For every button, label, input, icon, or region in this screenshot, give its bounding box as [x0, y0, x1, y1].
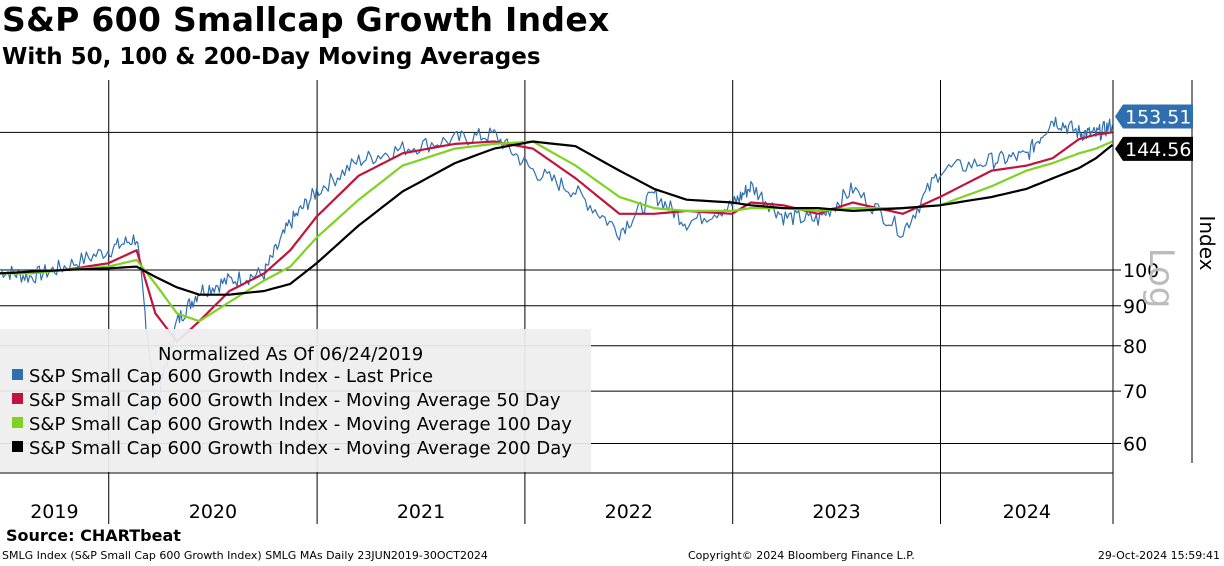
- legend-item-label: S&P Small Cap 600 Growth Index - Last Pr…: [29, 366, 433, 387]
- chart-subtitle: With 50, 100 & 200-Day Moving Averages: [2, 44, 541, 70]
- x-tick-label: 2019: [30, 501, 78, 523]
- legend-item-label: S&P Small Cap 600 Growth Index - Moving …: [29, 438, 572, 459]
- log-scale-note: Log: [1141, 248, 1181, 309]
- x-tick-label: 2020: [189, 501, 237, 523]
- last-value-tag: 144.56: [1115, 136, 1193, 161]
- legend-item-label: S&P Small Cap 600 Growth Index - Moving …: [29, 414, 572, 435]
- last-value-label: 153.51: [1125, 106, 1191, 128]
- y-tick-label: 100: [1123, 260, 1159, 282]
- footer-copyright: Copyright© 2024 Bloomberg Finance L.P.: [688, 549, 915, 562]
- legend-swatch: [12, 441, 23, 452]
- footer-timestamp: 29-Oct-2024 15:59:41: [1097, 549, 1220, 562]
- y-tick-label: 60: [1123, 433, 1147, 455]
- source-note: Source: CHARTbeat: [6, 526, 181, 545]
- y-axis-label: Index: [1195, 215, 1219, 270]
- x-tick-label: 2021: [397, 501, 445, 523]
- last-value-tag: 153.51: [1115, 104, 1193, 129]
- legend-header: Normalized As Of 06/24/2019: [158, 344, 423, 365]
- legend-item-label: S&P Small Cap 600 Growth Index - Moving …: [29, 390, 561, 411]
- line-chart: 2019 2020 2021 2022 2023 2024 60 70 80 90 100 Index…: [0, 80, 1219, 524]
- x-tick-label: 2022: [605, 501, 653, 523]
- y-tick-label: 80: [1123, 336, 1147, 358]
- legend-swatch: [12, 369, 23, 380]
- footer-security-info: SMLG Index (S&P Small Cap 600 Growth Ind…: [2, 549, 488, 562]
- series-line-4: [0, 140, 1114, 296]
- legend-swatch: [12, 393, 23, 404]
- chart-title: S&P 600 Smallcap Growth Index: [2, 0, 610, 39]
- y-tick-label: 90: [1123, 296, 1147, 318]
- last-value-label: 144.56: [1125, 139, 1191, 161]
- y-tick-label: 70: [1123, 381, 1147, 403]
- legend-swatch: [12, 417, 23, 428]
- x-tick-label: 2024: [1003, 501, 1051, 523]
- last-value-tag-box: [1115, 104, 1193, 129]
- x-tick-label: 2023: [812, 501, 860, 523]
- series-line-3: [0, 140, 1113, 323]
- legend-box: [0, 329, 591, 472]
- last-value-tag-box: [1115, 136, 1193, 161]
- series-line-2: [0, 131, 1113, 343]
